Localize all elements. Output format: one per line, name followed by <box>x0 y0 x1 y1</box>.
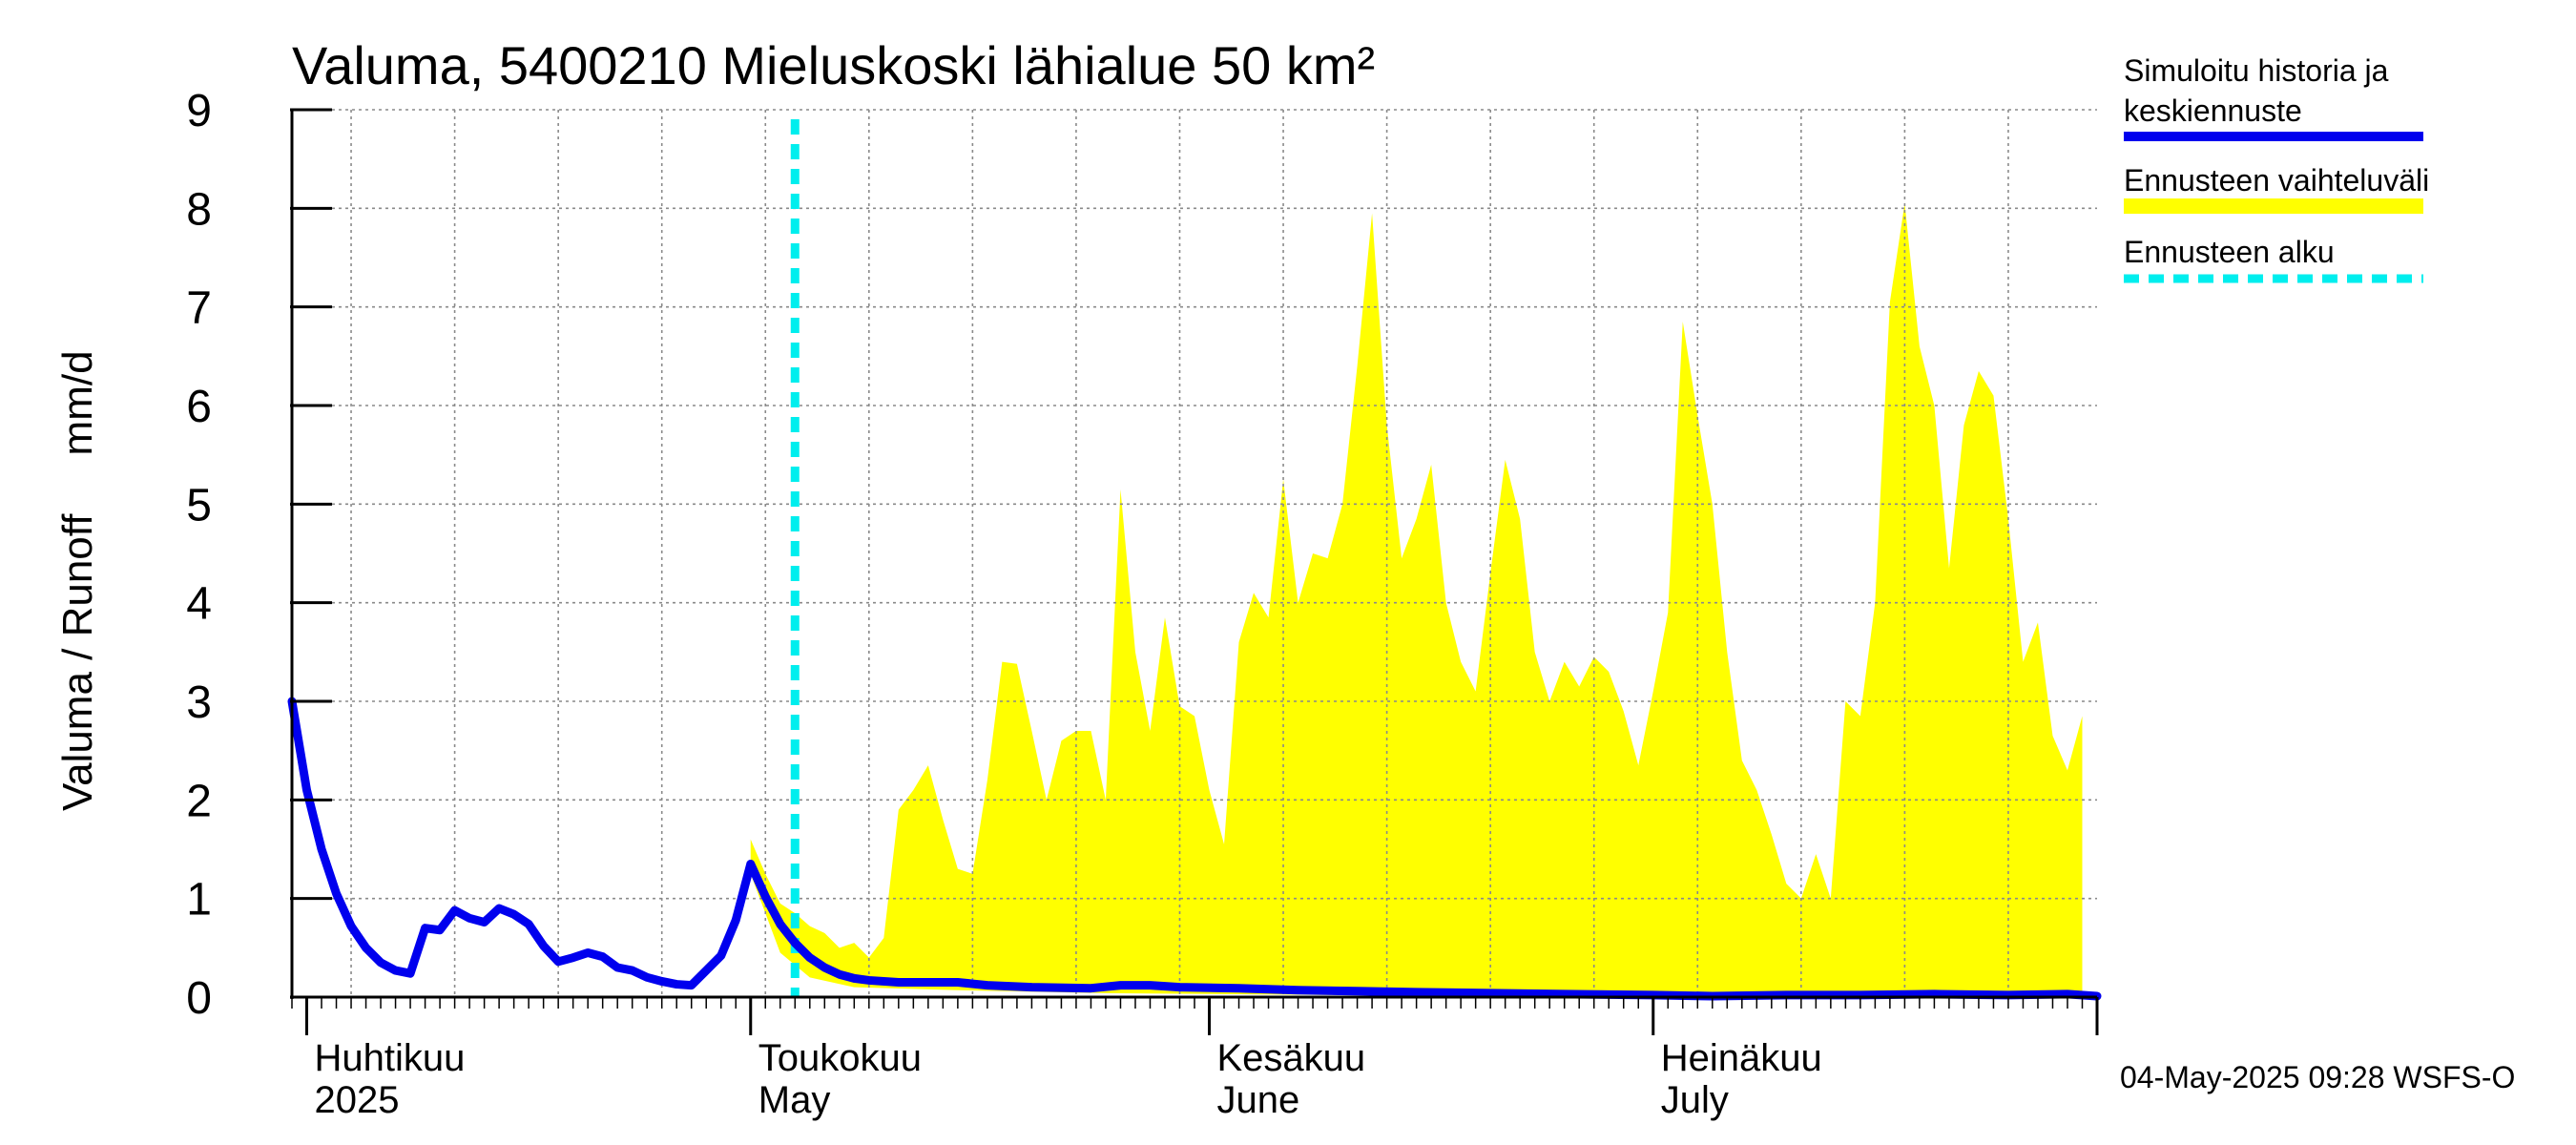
y-tick-label: 9 <box>186 86 212 136</box>
series-layer <box>287 119 2102 1001</box>
legend-label-simulated-2: keskiennuste <box>2124 94 2302 128</box>
legend: Simuloitu historia ja keskiennuste Ennus… <box>2124 53 2429 283</box>
y-tick-label: 5 <box>186 480 212 531</box>
simulated-runoff-line <box>287 697 2102 1001</box>
x-month-sublabel: 2025 <box>315 1079 400 1121</box>
x-month-label: Heinäkuu <box>1661 1037 1822 1079</box>
y-tick-label: 1 <box>186 875 212 926</box>
timestamp-footer: 04-May-2025 09:28 WSFS-O <box>2120 1060 2515 1094</box>
x-month-label: Kesäkuu <box>1217 1037 1366 1079</box>
x-month-label: Toukokuu <box>758 1037 922 1079</box>
forecast-range-area <box>750 203 2083 996</box>
x-month-label: Huhtikuu <box>315 1037 466 1079</box>
x-month-sublabel: July <box>1661 1079 1729 1121</box>
y-tick-label: 7 <box>186 283 212 334</box>
y-tick-labels: 0 1 2 3 4 5 6 7 8 9 <box>186 86 212 1024</box>
y-tick-label: 4 <box>186 579 212 630</box>
legend-label-range: Ennusteen vaihteluväli <box>2124 163 2429 198</box>
y-tick-label: 2 <box>186 776 212 826</box>
y-tick-label: 0 <box>186 973 212 1024</box>
axes <box>290 108 2099 1035</box>
forecast-range-layer <box>750 203 2083 996</box>
y-tick-label: 8 <box>186 184 212 235</box>
x-month-sublabel: June <box>1217 1079 1300 1121</box>
y-tick-label: 3 <box>186 677 212 728</box>
legend-label-simulated-1: Simuloitu historia ja <box>2124 53 2389 88</box>
y-axis-label: Valuma / Runoff mm/d <box>54 350 101 811</box>
x-month-sublabel: May <box>758 1079 831 1121</box>
chart-title: Valuma, 5400210 Mieluskoski lähialue 50 … <box>292 35 1375 95</box>
grid <box>292 109 2097 997</box>
legend-label-forecast-start: Ennusteen alku <box>2124 235 2335 269</box>
y-tick-label: 6 <box>186 382 212 432</box>
